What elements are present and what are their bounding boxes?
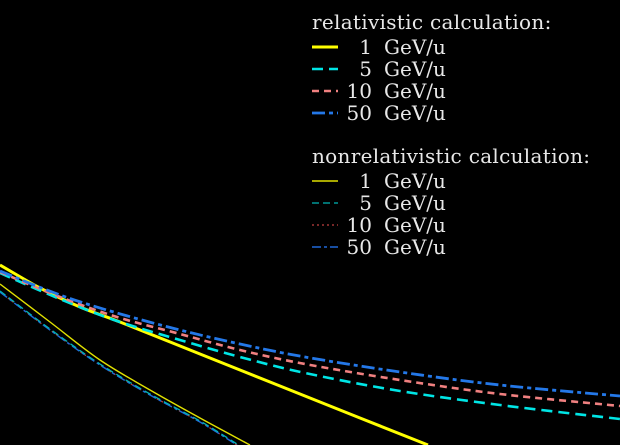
rel-1-curve bbox=[0, 263, 429, 445]
legend-item-energy: 10 bbox=[346, 79, 372, 103]
nonrel-5-curve bbox=[0, 290, 238, 445]
legend-item-unit: GeV/u bbox=[384, 101, 446, 125]
legend-item-unit: GeV/u bbox=[384, 35, 446, 59]
legend-item-nonrel-5: 5 GeV/u bbox=[312, 192, 590, 214]
rel-5-curve bbox=[0, 271, 620, 421]
legend: relativistic calculation: 1 GeV/u 5 GeV/u 10 G… bbox=[312, 10, 590, 278]
rel-10-line-swatch-icon bbox=[312, 89, 338, 93]
rel-5-line-swatch-icon bbox=[312, 67, 338, 71]
legend-item-rel-10: 10 GeV/u bbox=[312, 80, 590, 102]
legend-item-rel-5: 5 GeV/u bbox=[312, 58, 590, 80]
legend-group-title: relativistic calculation: bbox=[312, 10, 552, 34]
nonrel-50-line-swatch-icon bbox=[312, 246, 338, 248]
nonrel-1-curve bbox=[0, 283, 251, 445]
legend-item-unit: GeV/u bbox=[384, 191, 446, 215]
legend-group-relativistic: relativistic calculation: 1 GeV/u 5 GeV/u 10 G… bbox=[312, 10, 590, 124]
legend-item-energy: 50 bbox=[346, 101, 372, 125]
rel-1-line-swatch-icon bbox=[312, 45, 338, 49]
legend-item-nonrel-10: 10 GeV/u bbox=[312, 214, 590, 236]
legend-item-unit: GeV/u bbox=[384, 213, 446, 237]
legend-item-energy: 50 bbox=[346, 235, 372, 259]
legend-item-unit: GeV/u bbox=[384, 169, 446, 193]
legend-item-energy: 1 bbox=[359, 169, 372, 193]
nonrel-50-curve bbox=[0, 291, 238, 445]
legend-group-title: nonrelativistic calculation: bbox=[312, 144, 591, 168]
legend-item-energy: 1 bbox=[359, 35, 372, 59]
legend-item-energy: 5 bbox=[359, 57, 372, 81]
rel-10-curve bbox=[0, 270, 620, 408]
legend-item-unit: GeV/u bbox=[384, 235, 446, 259]
legend-item-nonrel-50: 50 GeV/u bbox=[312, 236, 590, 258]
legend-group-nonrelativistic: nonrelativistic calculation: 1 GeV/u 5 GeV/u… bbox=[312, 144, 590, 258]
legend-item-rel-50: 50 GeV/u bbox=[312, 102, 590, 124]
rel-50-curve bbox=[0, 269, 620, 398]
legend-item-rel-1: 1 GeV/u bbox=[312, 36, 590, 58]
rel-50-line-swatch-icon bbox=[312, 111, 338, 115]
nonrel-10-line-swatch-icon bbox=[312, 224, 338, 226]
nonrel-5-line-swatch-icon bbox=[312, 202, 338, 204]
legend-item-unit: GeV/u bbox=[384, 79, 446, 103]
legend-item-energy: 10 bbox=[346, 213, 372, 237]
legend-item-nonrel-1: 1 GeV/u bbox=[312, 170, 590, 192]
nonrel-1-line-swatch-icon bbox=[312, 180, 338, 182]
legend-item-energy: 5 bbox=[359, 191, 372, 215]
legend-item-unit: GeV/u bbox=[384, 57, 446, 81]
